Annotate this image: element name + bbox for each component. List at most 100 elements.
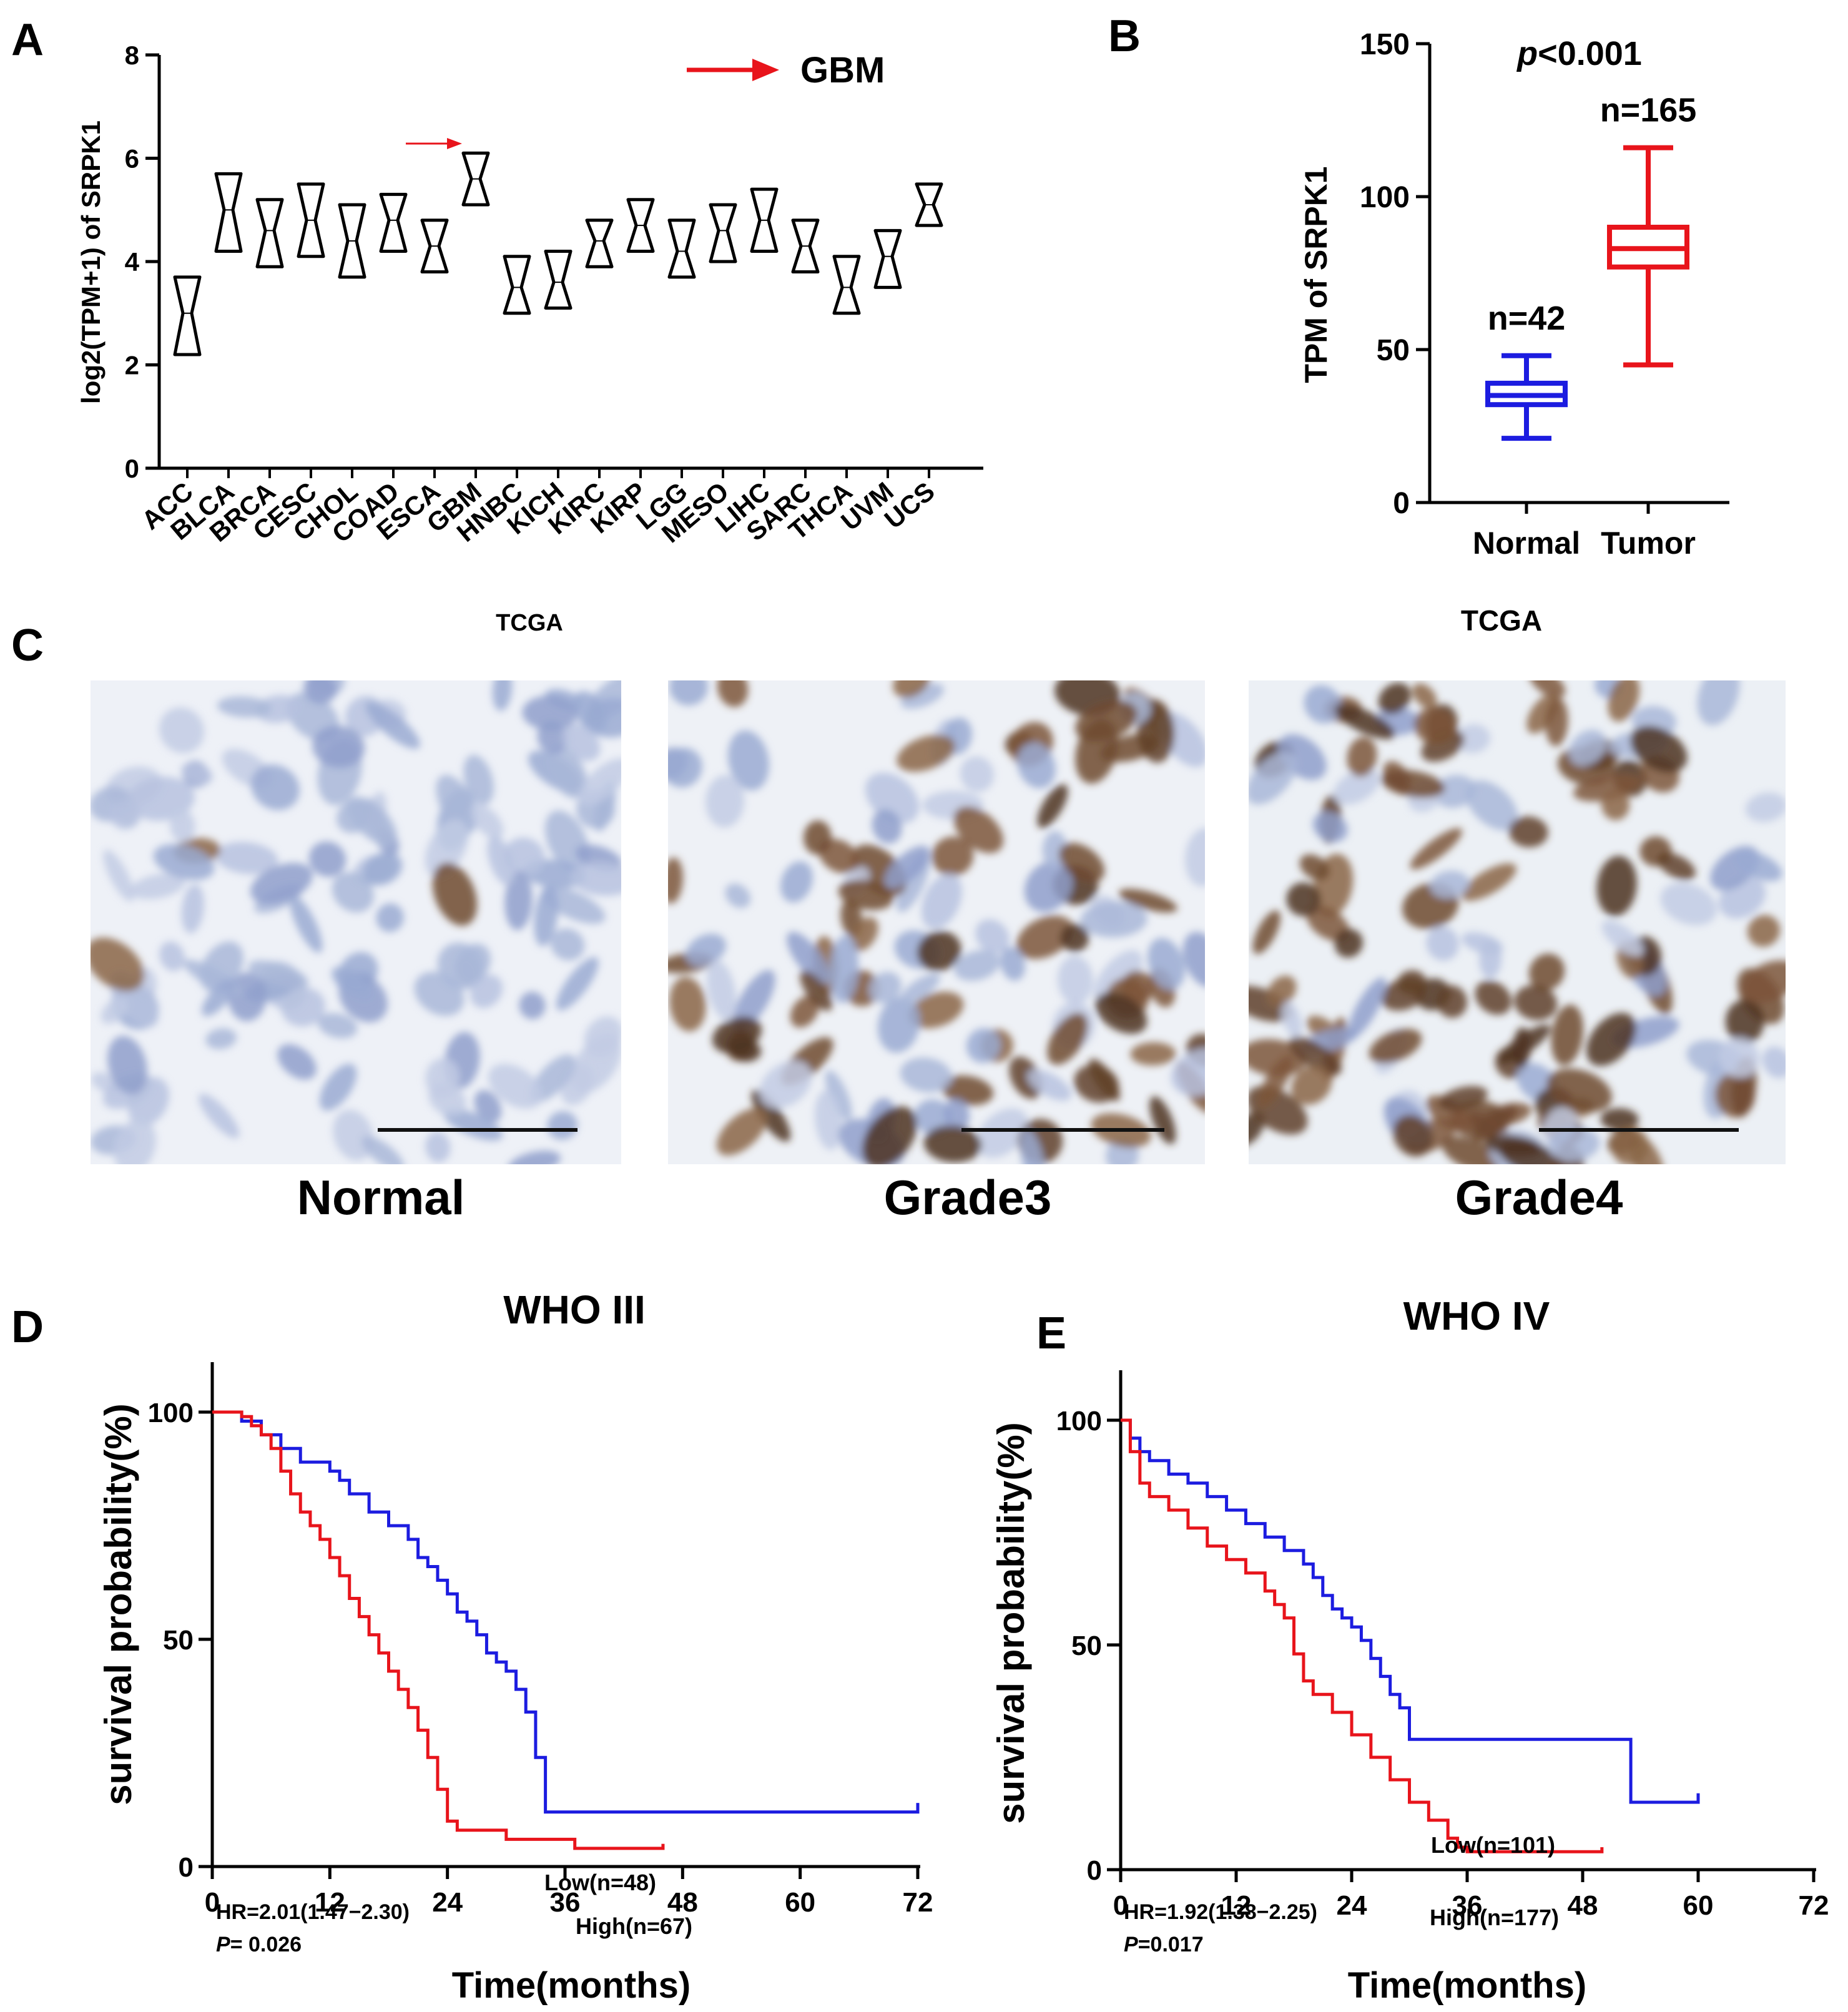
ihc-cell (1289, 1036, 1342, 1076)
ihc-cell (1171, 1048, 1205, 1096)
a-notched-box (667, 218, 696, 279)
ihc-cell (1697, 680, 1740, 726)
km-curve (1121, 1418, 1604, 1853)
ihc-cell (584, 1016, 621, 1057)
ihc-cell (332, 871, 374, 913)
km-x-tick-label: 60 (1683, 1890, 1714, 1921)
b-x-tick-label: Tumor (1601, 526, 1696, 561)
b-x-tick-label: Normal (1473, 526, 1580, 561)
ihc-cell (1291, 1065, 1332, 1105)
ihc-cell (1016, 742, 1056, 788)
ihc-cell (436, 775, 478, 833)
ihc-cell (332, 966, 373, 1001)
ihc-cell (1569, 730, 1607, 766)
ihc-cell (1185, 828, 1205, 887)
ihc-cell (346, 796, 397, 845)
panel-e-x-label: Time(months) (1348, 1965, 1586, 2006)
ihc-cell (159, 941, 185, 971)
ihc-cell (1333, 768, 1380, 805)
ihc-cell (790, 995, 820, 1028)
km-x-tick-label: 12 (315, 1887, 345, 1918)
km-curve (1121, 1418, 1700, 1804)
ihc-cell (1249, 752, 1297, 805)
ihc-cell (454, 943, 491, 984)
km-curve (212, 1410, 920, 1814)
b-y-tick-label: 0 (1393, 487, 1410, 520)
b-n-label: n=42 (1488, 300, 1566, 337)
ihc-cell (877, 996, 920, 1053)
ihc-cell (308, 841, 346, 877)
ihc-cell (1080, 901, 1148, 938)
ihc-cell (114, 1118, 156, 1164)
ihc-cell (1508, 816, 1548, 848)
ihc-label-grade4: Grade4 (1455, 1170, 1623, 1225)
ihc-cell (474, 1090, 502, 1123)
a-x-tick-label: UCS (879, 476, 940, 534)
ihc-cell (281, 987, 325, 1027)
ihc-cell (508, 1151, 561, 1164)
panel-e-p-label: P=0.017 (1124, 1933, 1204, 1956)
ihc-cell (1016, 915, 1074, 959)
ihc-cell (885, 845, 930, 888)
panel-e-high-label: High(n=177) (1430, 1905, 1559, 1930)
ihc-cell (1027, 1069, 1072, 1101)
ihc-cell (319, 1063, 357, 1111)
km-x-tick-label: 24 (1337, 1890, 1367, 1921)
panel-b-pvalue: p<0.001 (1516, 35, 1642, 72)
ihc-cell (943, 1099, 970, 1131)
ihc-cell (1369, 1029, 1422, 1064)
ihc-cell (869, 971, 902, 1004)
ihc-cell (1475, 980, 1512, 1015)
ihc-cell (443, 1109, 503, 1141)
ihc-cell (668, 747, 702, 788)
ihc-cell (432, 863, 478, 926)
ihc-cell (470, 974, 503, 1008)
ihc-cell (470, 804, 504, 839)
ihc-cell (865, 772, 920, 824)
panel-b-y-label: TPM of SRPK1 (1299, 166, 1334, 383)
ihc-cell (1397, 970, 1427, 995)
ihc-cell (91, 937, 145, 991)
a-notched-box (873, 228, 902, 289)
ihc-cell (1630, 725, 1688, 773)
ihc-cell (975, 919, 1010, 954)
ihc-cell (850, 917, 878, 951)
ihc-cell (759, 1061, 812, 1109)
ihc-cell (492, 680, 513, 711)
ihc-cell (1304, 685, 1342, 724)
ihc-cell (825, 1070, 852, 1121)
ihc-cell (205, 1028, 237, 1049)
ihc-cell (954, 950, 1000, 981)
ihc-cell (966, 1028, 1001, 1063)
km-y-tick-label: 50 (163, 1625, 194, 1656)
ihc-cell (804, 820, 832, 855)
ihc-cell (923, 1125, 982, 1163)
ihc-cell (1600, 1108, 1639, 1131)
ihc-cell (1514, 984, 1558, 1021)
ihc-cell (101, 998, 129, 1024)
ihc-cell (1334, 704, 1395, 740)
ihc-cell (550, 928, 585, 961)
ihc-cell (1529, 680, 1566, 698)
ihc-cell (800, 970, 833, 1011)
ihc-cell (1461, 863, 1516, 901)
ihc-image-normal (91, 680, 621, 1164)
km-curve (212, 1410, 665, 1850)
ihc-cell (1182, 931, 1205, 988)
ihc-cell (931, 836, 974, 876)
ihc-cell (534, 885, 559, 946)
ihc-cell (1430, 870, 1470, 898)
tcga-label-right: TCGA (1461, 604, 1542, 637)
ihc-cell (107, 1036, 147, 1095)
ihc-cell (181, 762, 213, 785)
ihc-cell (1412, 683, 1437, 709)
km-x-tick-label: 36 (550, 1887, 581, 1918)
ihc-cell (181, 884, 204, 934)
a-y-tick-label: 6 (125, 144, 139, 174)
ihc-cell (725, 883, 751, 908)
ihc-cell (900, 683, 944, 709)
a-notched-box (544, 249, 573, 310)
ihc-cell (787, 931, 830, 984)
ihc-cell (1528, 953, 1565, 991)
